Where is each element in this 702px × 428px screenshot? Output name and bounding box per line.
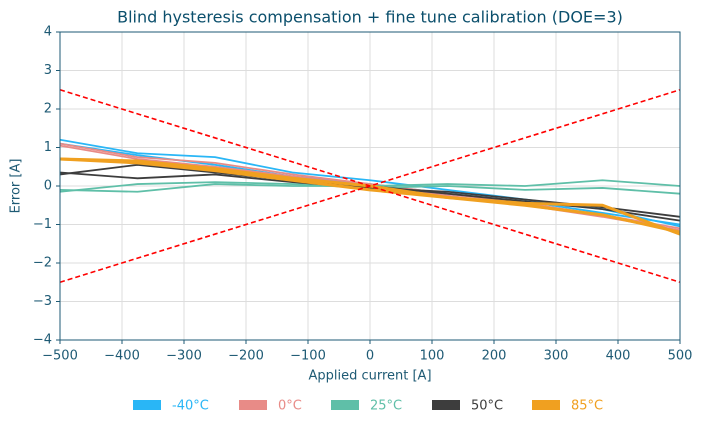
- x-tick-label: 300: [544, 349, 569, 364]
- x-tick-label: 0: [366, 349, 374, 364]
- legend-swatch: [432, 400, 460, 410]
- y-tick-label: 3: [44, 63, 52, 78]
- y-tick-label: −2: [33, 256, 52, 271]
- limit-line: [59, 88, 681, 284]
- y-tick-label: −1: [33, 217, 52, 232]
- chart-title: Blind hysteresis compensation + fine tun…: [117, 8, 623, 27]
- legend-label: 85°C: [571, 399, 603, 414]
- plot-frame: [59, 31, 681, 341]
- x-tick-label: −400: [104, 349, 140, 364]
- x-tick-label: 400: [606, 349, 631, 364]
- legend-swatch: [239, 400, 267, 410]
- x-tick-label: 100: [420, 349, 445, 364]
- y-axis-label: Error [A]: [9, 159, 24, 214]
- y-tick-label: 2: [44, 102, 52, 117]
- y-tick-label: −3: [33, 294, 52, 309]
- legend-label: 25°C: [370, 399, 402, 414]
- legend-label: 0°C: [278, 399, 302, 414]
- x-tick-label: −500: [42, 349, 78, 364]
- x-tick-label: 500: [668, 349, 693, 364]
- series-line: [59, 157, 681, 234]
- y-tick-label: 1: [44, 140, 52, 155]
- x-tick-label: −100: [290, 349, 326, 364]
- legend-label: 50°C: [471, 399, 503, 414]
- legend-label: -40°C: [172, 399, 209, 414]
- x-tick-label: 200: [482, 349, 507, 364]
- legend-swatch: [133, 400, 161, 410]
- y-tick-label: −4: [33, 333, 52, 348]
- y-tick-label: 0: [44, 179, 52, 194]
- legend-swatch: [532, 400, 560, 410]
- x-tick-label: −300: [166, 349, 202, 364]
- x-tick-label: −200: [228, 349, 264, 364]
- x-axis-label: Applied current [A]: [308, 369, 431, 384]
- y-tick-label: 4: [44, 25, 52, 40]
- legend-swatch: [331, 400, 359, 410]
